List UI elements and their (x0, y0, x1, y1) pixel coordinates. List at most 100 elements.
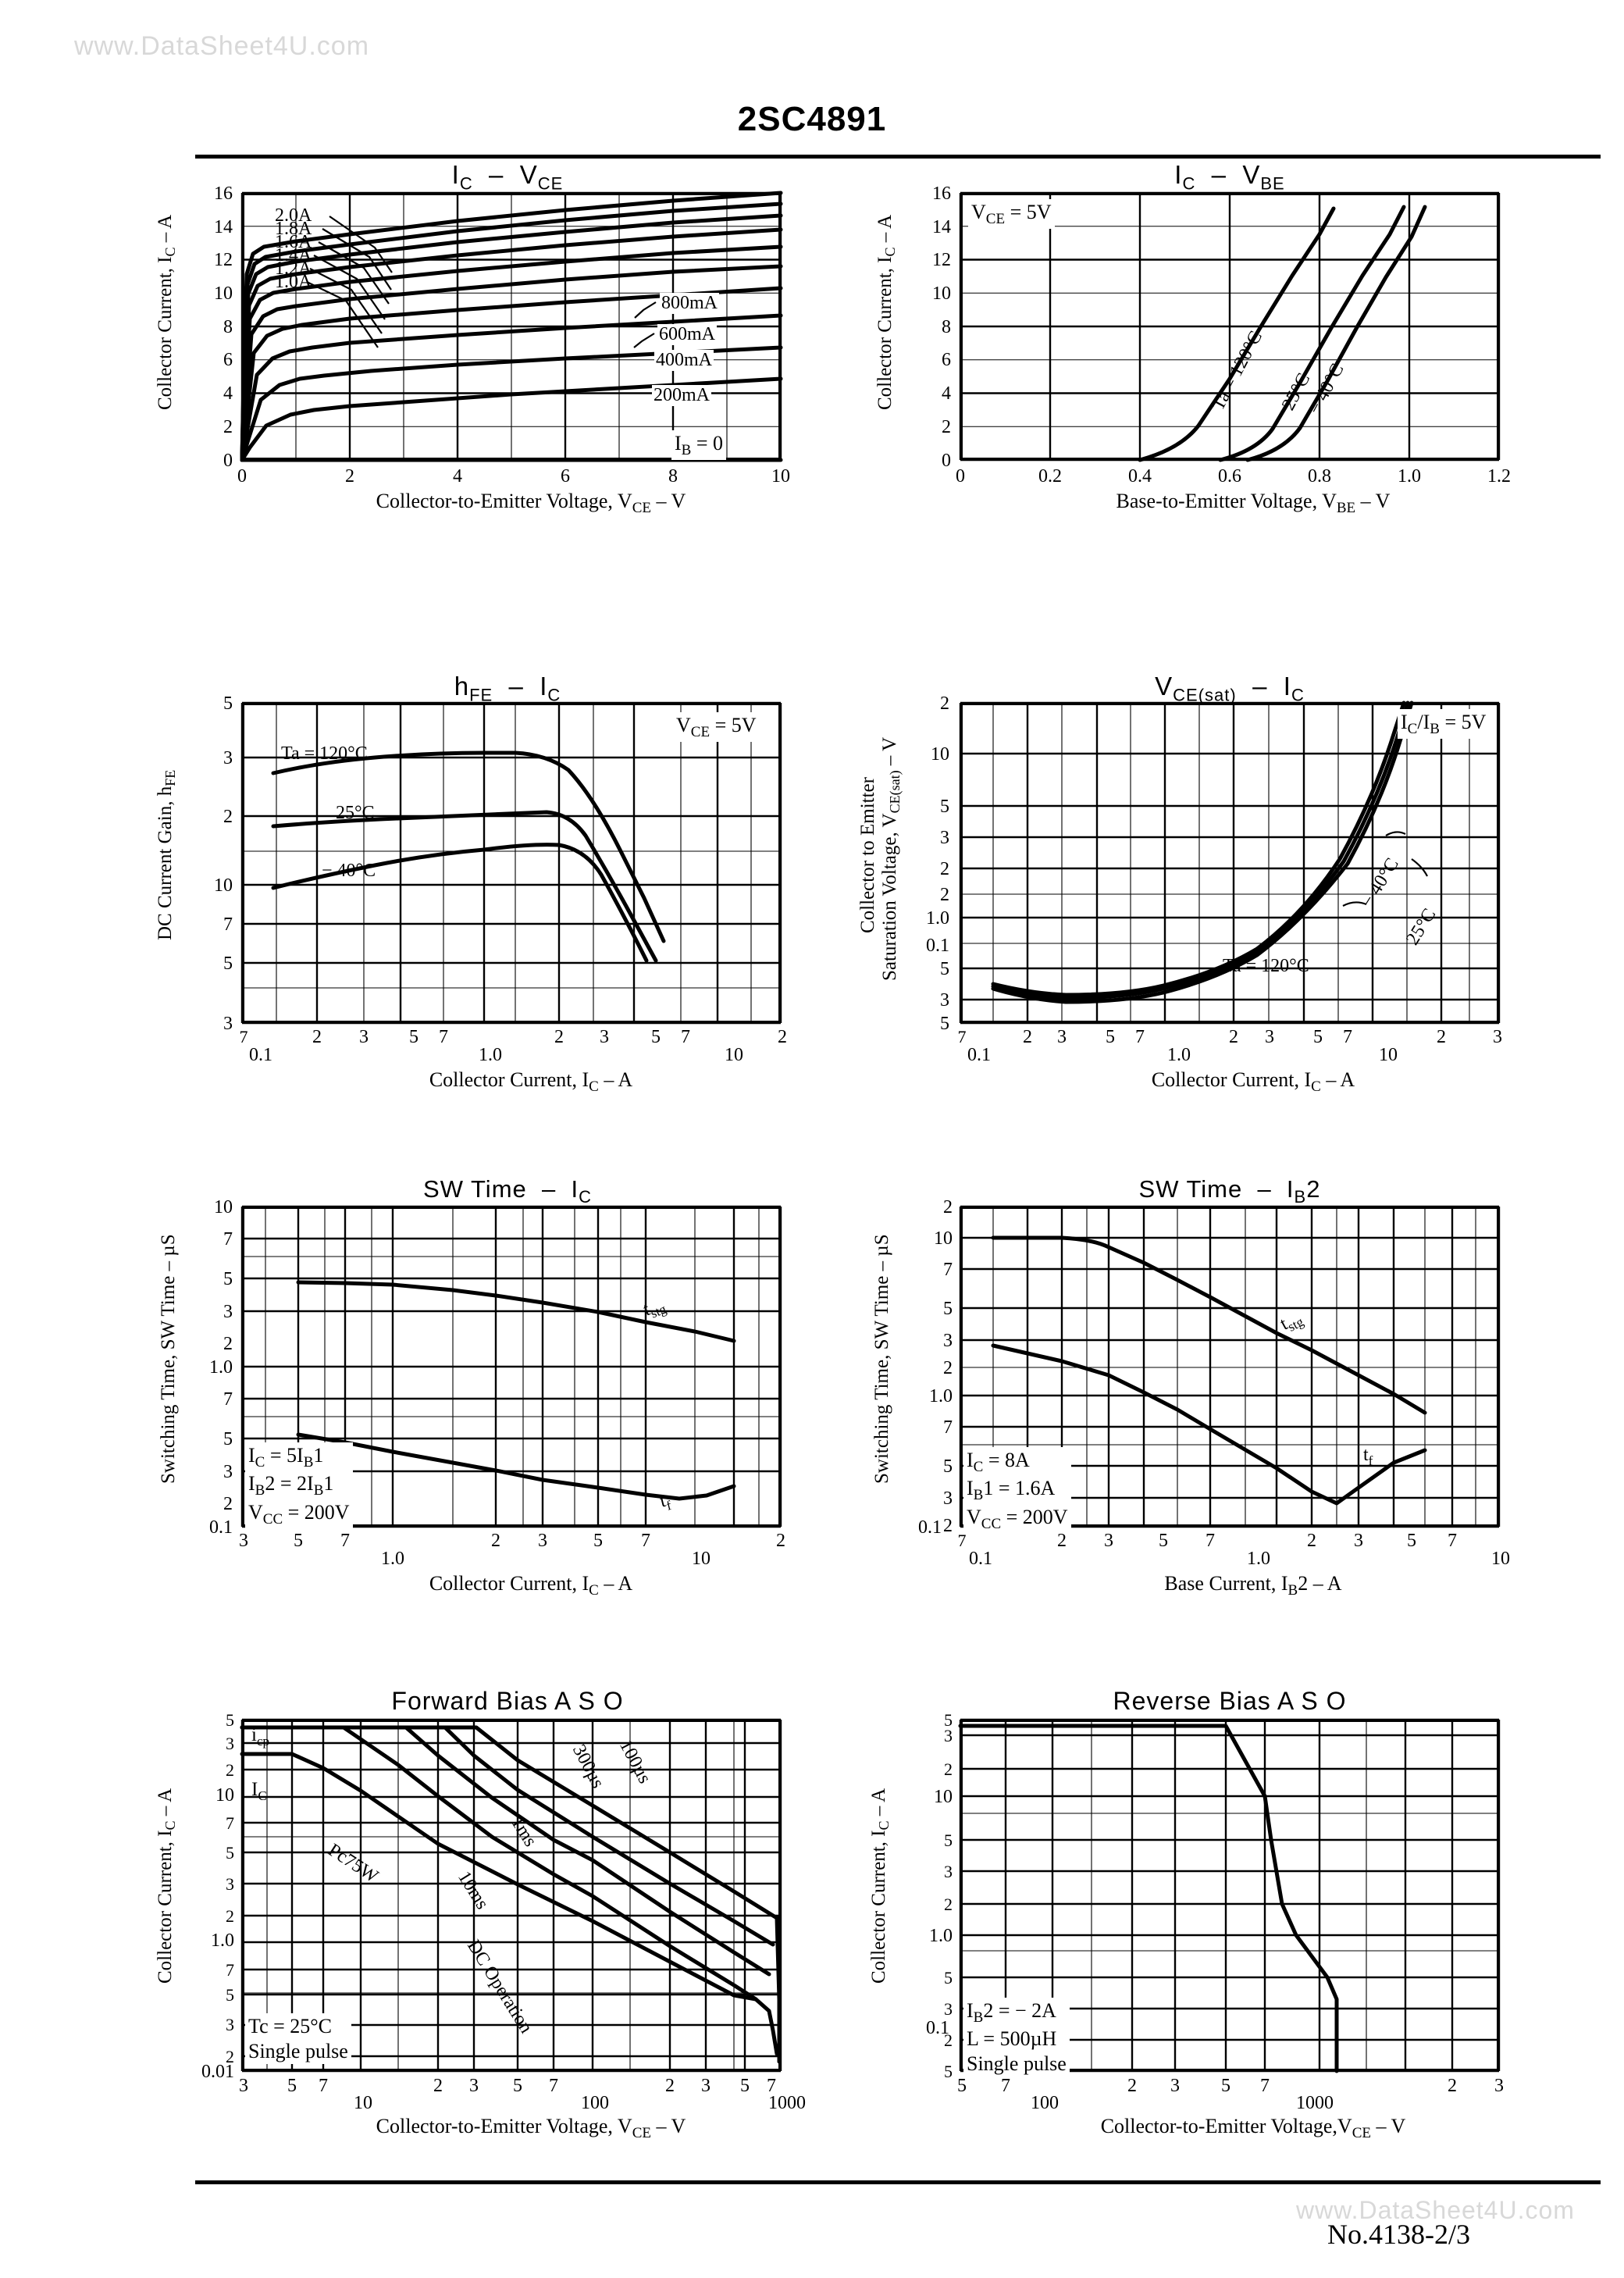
xtick-10: 1.0 (479, 1045, 502, 1065)
ytick-3b: 3 (944, 1862, 953, 1881)
ytick-7: 7 (943, 1260, 953, 1280)
xtick-10: 10 (1491, 1549, 1510, 1569)
axis-label-x: Collector Current, IC – A (429, 1068, 633, 1096)
ytick-7b: 7 (943, 1417, 953, 1438)
ytick-10: 10 (931, 744, 949, 765)
xtick-2: 2 (1127, 2076, 1137, 2096)
ytick-2: 2 (944, 1759, 953, 1779)
xtick-7b: 7 (439, 1027, 448, 1047)
xtick-3: 3 (1057, 1027, 1067, 1047)
axis-label-x: Collector Current, IC – A (429, 1572, 633, 1599)
curve-label-minus40c: − 40°C (322, 861, 376, 881)
ytick-5b: 5 (944, 1831, 953, 1850)
conditions-block: IB2 = − 2A L = 500µH Single pulse (963, 1998, 1070, 2077)
xtick-2b: 2 (554, 1027, 564, 1047)
axis-label-x: Base-to-Emitter Voltage, VBE – V (1116, 490, 1391, 517)
curve-label-800ma: 800mA (660, 293, 719, 314)
xtick-7b: 7 (1260, 2076, 1270, 2096)
xtick-5: 5 (957, 2076, 967, 2096)
ytick-2: 2 (223, 807, 233, 827)
xtick-12: 1.2 (1487, 466, 1511, 487)
ytick-5: 5 (943, 1299, 953, 1319)
xtick-7c: 7 (681, 1027, 690, 1047)
condition-pulse: Single pulse (967, 2052, 1067, 2076)
axis-label-y: Switching Time, SW Time – µS (871, 1234, 892, 1484)
condition-ic-ib: IC/IB = 5V (1398, 709, 1490, 740)
plot-area-ic-vbe (959, 191, 1501, 462)
axis-label-x: Collector-to-Emitter Voltage,VCE – V (1100, 2115, 1406, 2142)
xtick-3: 3 (1104, 1531, 1113, 1551)
xtick-7: 7 (957, 1027, 967, 1046)
chart-title-ic-vbe: IC – VBE (1174, 160, 1285, 194)
ytick-2: 2 (223, 417, 233, 437)
curve-label-ta-120c: Ta = 120°C (1223, 956, 1309, 976)
ytick-2: 2 (226, 1760, 234, 1780)
xtick-3b: 3 (1494, 2076, 1504, 2096)
xtick-7: 7 (340, 1531, 350, 1551)
ytick-2b: 2 (943, 1358, 953, 1378)
ytick-5: 5 (944, 1710, 953, 1730)
curve-label-2-0a: 2.0A (275, 205, 312, 226)
curve-label-200ma: 200mA (652, 385, 711, 406)
xtick-5b: 5 (1407, 1531, 1416, 1551)
ytick-10: 10 (934, 1228, 953, 1249)
axis-label-x: Collector-to-Emitter Voltage, VCE – V (376, 2115, 686, 2142)
xtick-3c: 3 (701, 2076, 710, 2096)
ytick-3: 3 (944, 1726, 953, 1745)
ytick-3b: 3 (226, 1874, 234, 1894)
xtick-5b: 5 (651, 1027, 661, 1047)
xtick-5: 5 (1159, 1531, 1168, 1551)
xtick-2: 2 (1023, 1027, 1032, 1047)
xtick-7: 7 (319, 2076, 328, 2096)
ytick-3: 3 (940, 828, 949, 848)
chart-title-vcesat-ic: VCE(sat) – IC (1155, 672, 1305, 705)
chart-ic-vce: IC – VCE Collector Current, IC – A (155, 160, 820, 516)
xtick-3c: 3 (1493, 1027, 1502, 1047)
xtick-1-0: 1.0 (1247, 1549, 1270, 1569)
note-ib-zero: IB = 0 (671, 430, 727, 461)
chart-forward-bias-aso: Forward Bias A S O Collector Current, IC… (155, 1687, 820, 2141)
ytick-3: 3 (223, 1302, 233, 1322)
condition-ib1: IB1 = 1.6A (967, 1477, 1056, 1504)
ytick-8: 8 (942, 317, 951, 337)
watermark-bottom: www.DataSheet4U.com (1296, 2196, 1575, 2224)
axis-label-y: Collector Current, IC – A (868, 1788, 892, 1984)
xtick-7c: 7 (1448, 1531, 1457, 1551)
axis-label-y: DC Current Gain, hFE (155, 769, 178, 941)
ytick-6: 6 (942, 350, 951, 370)
ytick-2b: 2 (223, 1494, 233, 1514)
ytick-2c: 2 (226, 2047, 234, 2066)
xtick-7b: 7 (549, 2076, 558, 2096)
conditions-block: IC = 5IB1 IB2 = 2IB1 VCC = 200V (245, 1442, 353, 1530)
xtick-10: 10 (354, 2093, 372, 2113)
ytick-2b: 2 (940, 859, 949, 879)
ytick-7: 7 (223, 914, 233, 935)
ytick-5d: 5 (944, 2062, 953, 2081)
ytick-10: 10 (934, 1787, 953, 1807)
condition-l: L = 500µH (967, 2027, 1057, 2051)
xtick-2: 2 (312, 1027, 322, 1047)
xtick-5b: 5 (593, 1531, 603, 1551)
xtick-4: 4 (453, 466, 462, 487)
ytick-2c: 2 (940, 885, 949, 905)
ytick-2: 2 (942, 417, 951, 437)
xtick-3: 3 (239, 2076, 248, 2096)
ytick-16: 16 (214, 184, 233, 204)
axis-label-x: Collector Current, IC – A (1151, 1068, 1355, 1096)
xtick-7b: 7 (1206, 1531, 1215, 1551)
marker-icp: icp (251, 1724, 269, 1749)
ytick-0: 0 (223, 451, 233, 471)
xtick-3: 3 (1170, 2076, 1180, 2096)
ytick-3b: 3 (943, 1488, 953, 1509)
xtick-10: 1.0 (1167, 1045, 1191, 1065)
plot-area-swtime-ic (240, 1205, 782, 1528)
ytick-3b: 3 (223, 1462, 233, 1482)
xtick-5: 5 (409, 1027, 418, 1047)
condition-tc: Tc = 25°C (248, 2015, 333, 2037)
xtick-3b: 3 (538, 1531, 547, 1551)
axis-label-x: Collector-to-Emitter Voltage, VCE – V (376, 490, 686, 517)
chart-title-reverse-aso: Reverse Bias A S O (1113, 1687, 1347, 1715)
axis-label-x: Base Current, IB2 – A (1164, 1572, 1342, 1599)
curve-label-1-6a: 1.6A (275, 232, 312, 252)
condition-ib2: IB2 = − 2A (967, 1999, 1056, 2027)
